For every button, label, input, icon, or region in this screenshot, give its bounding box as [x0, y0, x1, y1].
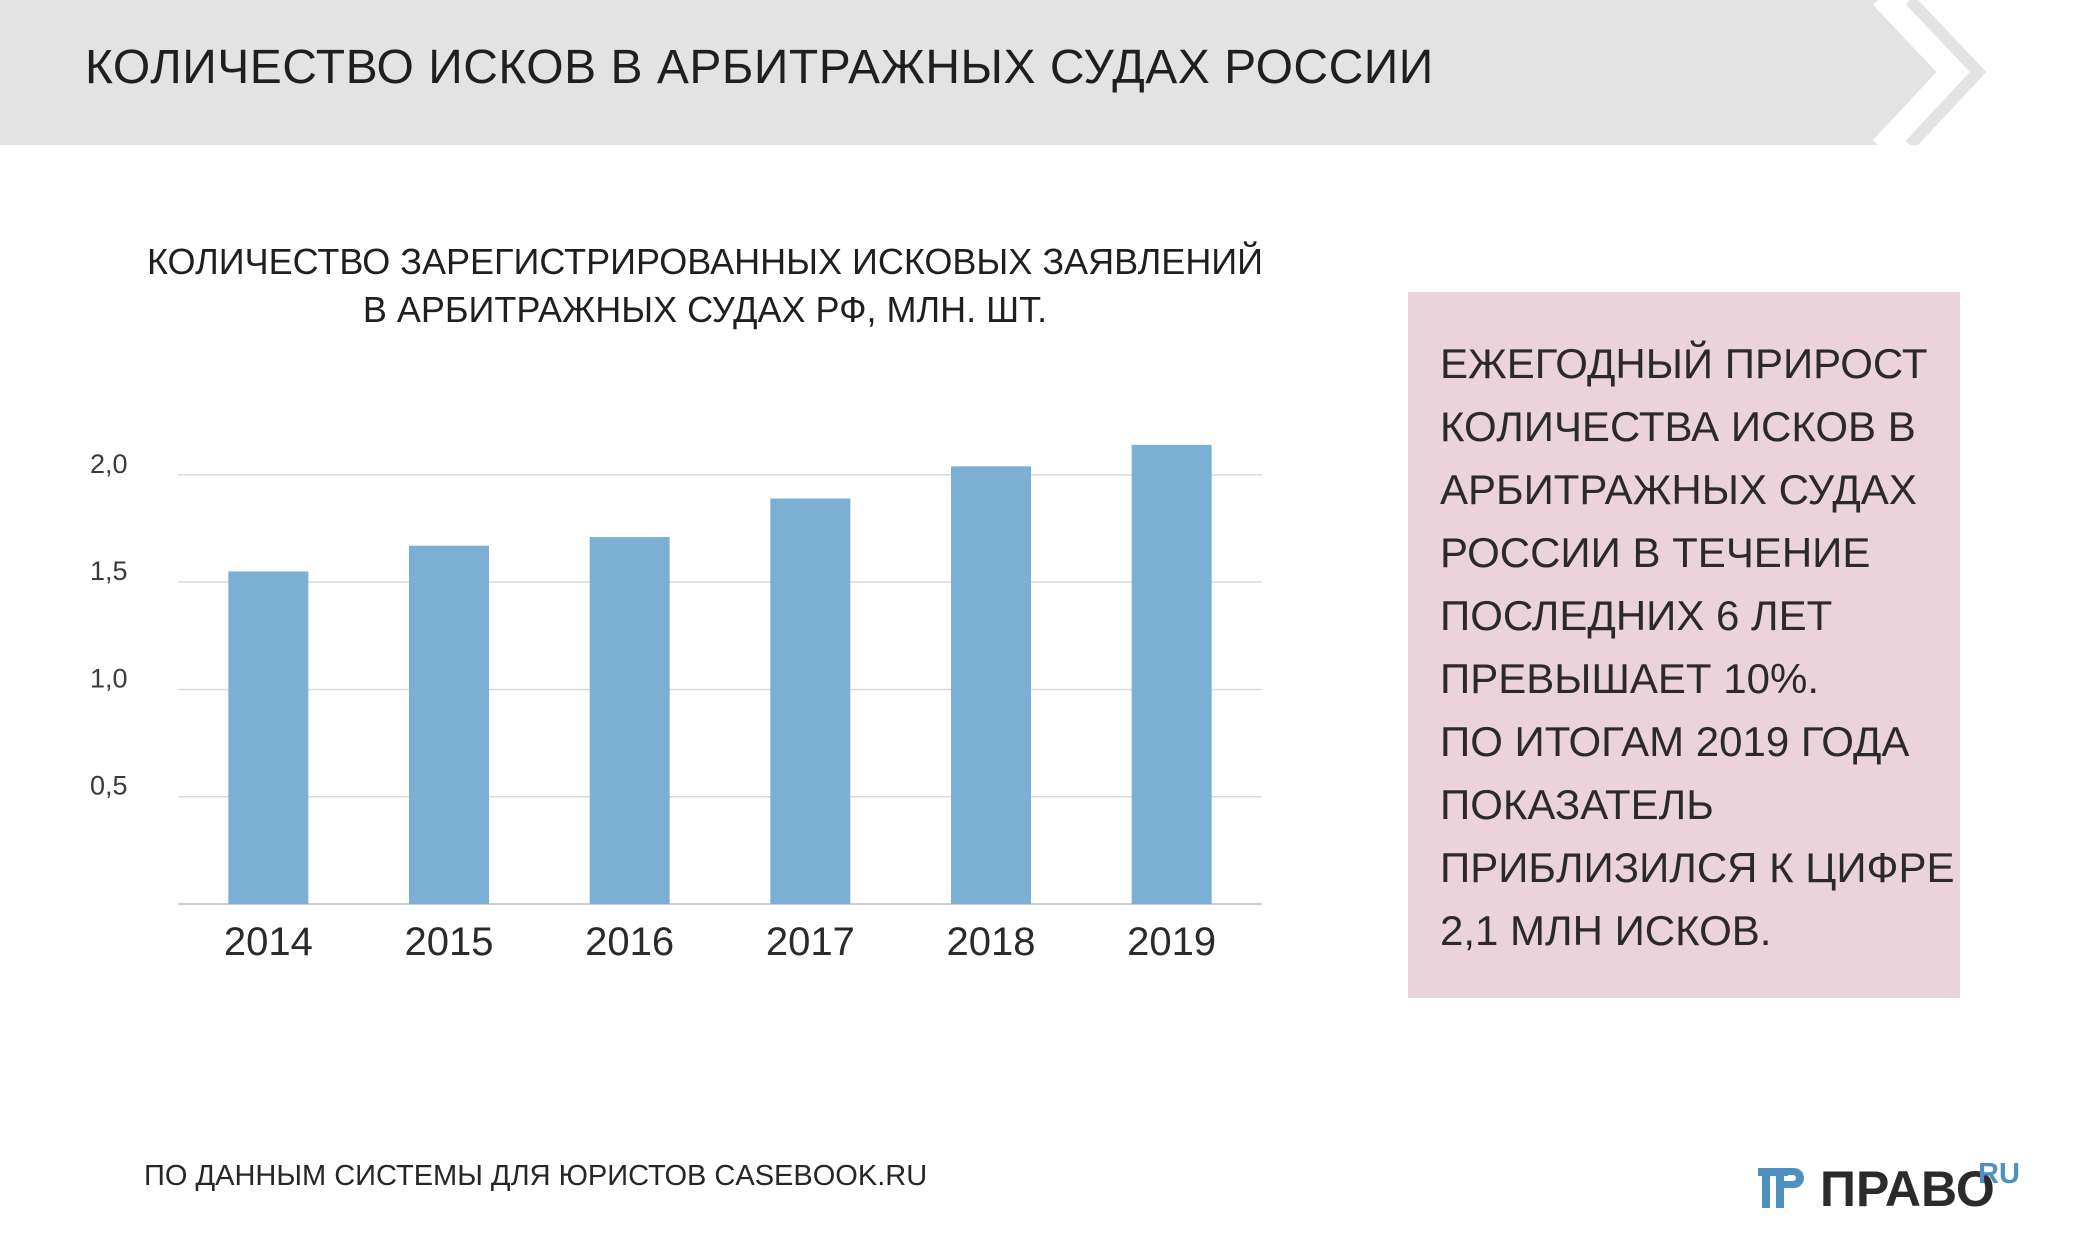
- callout-line: ПОСЛЕДНИХ 6 ЛЕТ: [1440, 592, 1833, 639]
- page-title: КОЛИЧЕСТВО ИСКОВ В АРБИТРАЖНЫХ СУДАХ РОС…: [85, 41, 1434, 94]
- bar-2016: [589, 537, 670, 904]
- x-tick-label: 2019: [1127, 920, 1216, 964]
- callout-line: ПРИБЛИЗИЛСЯ К ЦИФРЕ: [1440, 844, 1955, 891]
- x-tick-label: 2014: [224, 920, 313, 964]
- callout-line: ПОКАЗАТЕЛЬ: [1440, 781, 1714, 828]
- x-tick-label: 2018: [947, 920, 1036, 964]
- chart-title-line-2: В АРБИТРАЖНЫХ СУДАХ РФ, МЛН. ШТ.: [362, 289, 1048, 330]
- x-tick-label: 2015: [405, 920, 494, 964]
- pravo-logo-icon: [1758, 1168, 1804, 1208]
- x-tick-label: 2017: [766, 920, 855, 964]
- bar-2015: [409, 545, 489, 904]
- logo-suffix: RU: [1978, 1158, 2020, 1190]
- y-tick-label: 1,0: [90, 663, 128, 693]
- x-tick-label: 2016: [585, 920, 674, 964]
- bar-2018: [951, 466, 1031, 904]
- callout-line: ЕЖЕГОДНЫЙ ПРИРОСТ: [1440, 340, 1928, 387]
- bar-2017: [770, 498, 851, 904]
- logo-text: ПРАВО: [1820, 1161, 1995, 1217]
- chart-title-line-1: КОЛИЧЕСТВО ЗАРЕГИСТРИРОВАННЫХ ИСКОВЫХ ЗА…: [146, 241, 1264, 282]
- source-note: ПО ДАННЫМ СИСТЕМЫ ДЛЯ ЮРИСТОВ CASEBOOK.R…: [144, 1160, 928, 1192]
- bar-2019: [1131, 444, 1212, 904]
- header-band: [0, 0, 1987, 145]
- callout-line: АРБИТРАЖНЫХ СУДАХ: [1440, 466, 1917, 513]
- bar-2014: [228, 571, 309, 904]
- callout-line: 2,1 МЛН ИСКОВ.: [1440, 907, 1772, 954]
- chart-title: КОЛИЧЕСТВО ЗАРЕГИСТРИРОВАННЫХ ИСКОВЫХ ЗА…: [120, 238, 1290, 334]
- callout-box: ЕЖЕГОДНЫЙ ПРИРОСТ КОЛИЧЕСТВА ИСКОВ В АРБ…: [1408, 292, 1960, 998]
- y-tick-label: 0,5: [90, 771, 128, 801]
- callout-line: КОЛИЧЕСТВА ИСКОВ В: [1440, 403, 1916, 450]
- callout-line: ПРЕВЫШАЕТ 10%.: [1440, 655, 1819, 702]
- y-tick-label: 2,0: [90, 449, 128, 479]
- y-tick-label: 1,5: [90, 556, 128, 586]
- callout-line: РОССИИ В ТЕЧЕНИЕ: [1440, 529, 1871, 576]
- callout-line: ПО ИТОГАМ 2019 ГОДА: [1440, 718, 1910, 765]
